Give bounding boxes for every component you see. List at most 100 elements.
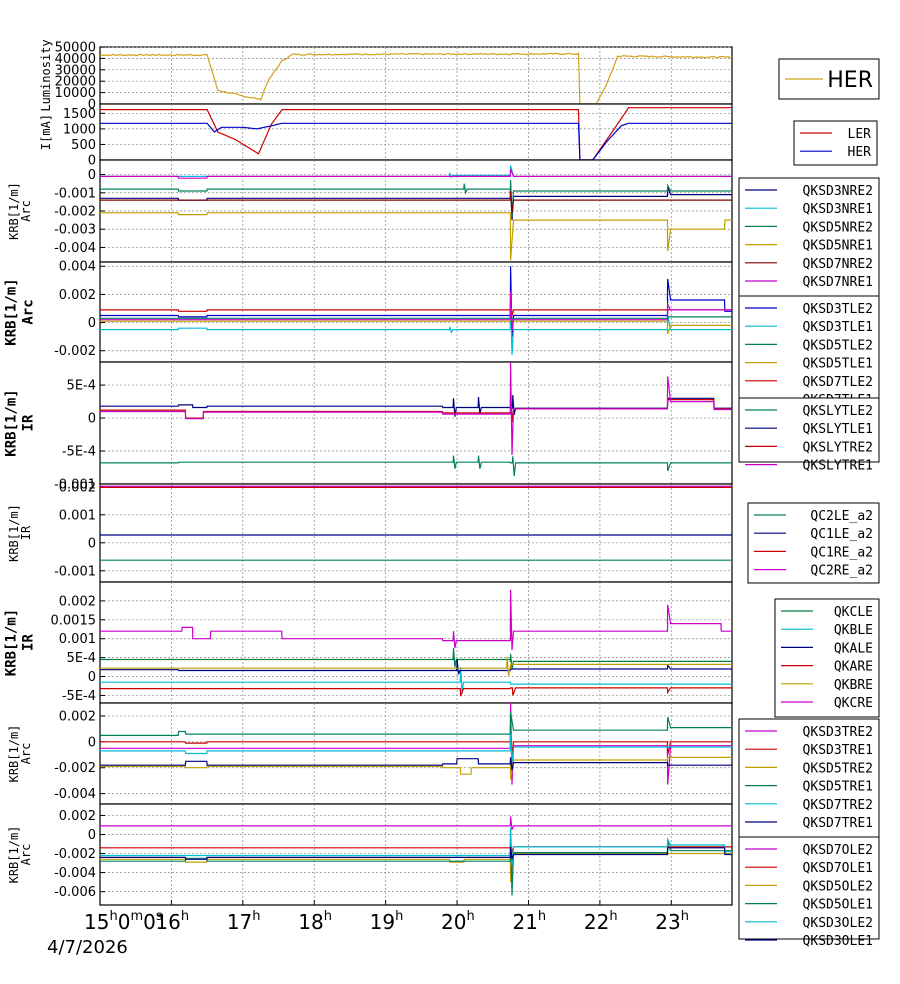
series-line-qksd7nre2 xyxy=(100,190,732,213)
y-tick-label: 0.002 xyxy=(59,709,96,724)
series-line-qksd5ole2 xyxy=(100,852,732,883)
legend-label: QKSD3OLE2 xyxy=(803,916,873,931)
y-tick-label: 0 xyxy=(88,412,96,427)
legend-label: QKSLYTRE1 xyxy=(803,459,873,474)
x-tick-label: 21h xyxy=(512,909,546,934)
series-line-qksd7nre1 xyxy=(100,168,732,179)
legend-label: HER xyxy=(848,145,872,160)
panel-frame xyxy=(99,483,733,583)
y-tick-label: 0.001 xyxy=(59,632,96,647)
legend-luminosity: HER xyxy=(778,58,880,100)
y-tick-label: -5E-4 xyxy=(62,689,96,704)
series-line-qksd7ole2 xyxy=(100,816,732,830)
panel-ir-qk: -5E-4 0 5E-4 0.001 0.0015 0.002 KRB[1/m] IR xyxy=(4,581,733,704)
legend-label: QKBRE xyxy=(834,678,873,693)
legend-box xyxy=(738,718,880,838)
svg-text:18h: 18h xyxy=(298,909,332,934)
legend-box xyxy=(738,177,880,297)
legend-label: QKSD7TLE2 xyxy=(803,375,873,390)
legend-label: QKSD3TLE1 xyxy=(803,320,873,335)
series-line-qkcle xyxy=(100,648,732,670)
series-line-qksd3nre1 xyxy=(100,165,732,179)
y-axis-label: Arc xyxy=(19,200,33,222)
legend-label: QKSD3NRE1 xyxy=(803,202,873,217)
series-line-qkale xyxy=(100,659,732,675)
y-axis-label: IR xyxy=(19,525,33,540)
x-tick-label: 15h0m0s xyxy=(84,909,163,934)
y-tick-label: -0.001 xyxy=(54,186,96,201)
x-tick-label: 17h xyxy=(227,909,261,934)
y-tick-label: 0.004 xyxy=(59,260,96,275)
legend-label: QKSD7NRE1 xyxy=(803,275,873,290)
y-tick-label: 5E-4 xyxy=(67,651,96,666)
legend-ir-sly: QKSLYTLE2 QKSLYTLE1 QKSLYTRE2 QKSLYTRE1 xyxy=(738,397,880,474)
legend-label: QKSD3OLE1 xyxy=(803,934,873,949)
series-line-qkslytle2 xyxy=(100,455,732,477)
legend-label: QKCLE xyxy=(834,605,873,620)
y-axis-label: KRB[1/m] xyxy=(7,182,21,240)
svg-text:20h: 20h xyxy=(441,909,475,934)
x-tick-label: 19h xyxy=(370,909,404,934)
legend-label: QKSD5TLE1 xyxy=(803,357,873,372)
y-axis-label: IR xyxy=(21,634,37,651)
legend-label: QKCRE xyxy=(834,696,873,711)
legend-label: QKSD5TLE2 xyxy=(803,338,873,353)
x-tick-label: 22h xyxy=(584,909,618,934)
legend-label: QKSD3TLE2 xyxy=(803,302,873,317)
series-line-qksd5nre2 xyxy=(100,179,732,217)
y-tick-label: 5E-4 xyxy=(67,379,96,394)
legend-arc-nre: QKSD3NRE2 QKSD3NRE1 QKSD5NRE2 QKSD5NRE1 QKSD… xyxy=(738,177,880,297)
series-line-qksd7tre2 xyxy=(100,734,732,763)
y-tick-label: 0.002 xyxy=(59,809,96,824)
y-tick-label: 1500 xyxy=(63,107,96,122)
y-tick-label: -0.004 xyxy=(54,787,96,802)
panel-frame xyxy=(99,581,733,704)
series-line-ler xyxy=(100,107,732,160)
y-axis-label: Arc xyxy=(21,299,37,324)
y-axis-label: IR xyxy=(21,414,37,431)
legend-label: QKSD5NRE1 xyxy=(803,239,873,254)
y-tick-label: -0.001 xyxy=(54,564,96,579)
legend-box xyxy=(738,397,880,463)
y-tick-label: 1000 xyxy=(63,122,96,137)
y-tick-label: 0 xyxy=(88,536,96,551)
svg-text:22h: 22h xyxy=(584,909,618,934)
y-tick-label: 0.002 xyxy=(59,480,96,495)
legend-label: QKSD5TRE2 xyxy=(803,761,873,776)
x-tick-label: 20h xyxy=(441,909,475,934)
legend-label: QKSLYTRE2 xyxy=(803,440,873,455)
y-axis-label: KRB[1/m] xyxy=(7,504,21,562)
y-axis-label: KRB[1/m] xyxy=(4,278,20,345)
series-line-qkare xyxy=(100,687,732,697)
x-tick-label: 23h xyxy=(655,909,689,934)
y-axis-label: KRB[1/m] xyxy=(7,725,21,783)
legend-label: QKSD7TRE1 xyxy=(803,816,873,831)
legend-ir-qk: QKCLE QKBLE QKALE QKARE QKBRE QKCRE xyxy=(774,598,880,718)
series-line-qkcre xyxy=(100,589,732,651)
y-tick-label: -0.004 xyxy=(54,866,96,881)
y-tick-label: 0 xyxy=(88,154,96,169)
panel-frame xyxy=(99,361,733,485)
y-tick-label: 50000 xyxy=(55,41,96,56)
y-axis-label: KRB[1/m] xyxy=(4,389,20,456)
svg-text:21h: 21h xyxy=(512,909,546,934)
legend-label: QKSLYTLE1 xyxy=(803,422,873,437)
y-axis-label: KRB[1/m] xyxy=(7,826,21,884)
legend-label: QC1RE_a2 xyxy=(810,545,873,560)
legend-label: HER xyxy=(827,68,873,93)
date-label: 4/7/2026 xyxy=(47,937,128,958)
legend-label: QC1LE_a2 xyxy=(810,527,873,542)
legend-label: QKSD7NRE2 xyxy=(803,257,873,272)
y-tick-label: -0.002 xyxy=(54,344,96,359)
y-tick-label: 0 xyxy=(88,670,96,685)
y-tick-label: 10000 xyxy=(55,86,96,101)
y-axis-label: Arc xyxy=(19,743,33,765)
panel-ir-qc: -0.001 0 0.001 0.002 KRB[1/m]IR xyxy=(7,480,733,583)
series-line-her xyxy=(100,122,732,160)
svg-text:17h: 17h xyxy=(227,909,261,934)
y-axis-label: I[mA] xyxy=(39,114,53,150)
panel-arc-nre: -0.004 -0.003 -0.002 -0.001 0 KRB[1/m]Arc xyxy=(7,159,733,263)
svg-text:23h: 23h xyxy=(655,909,689,934)
